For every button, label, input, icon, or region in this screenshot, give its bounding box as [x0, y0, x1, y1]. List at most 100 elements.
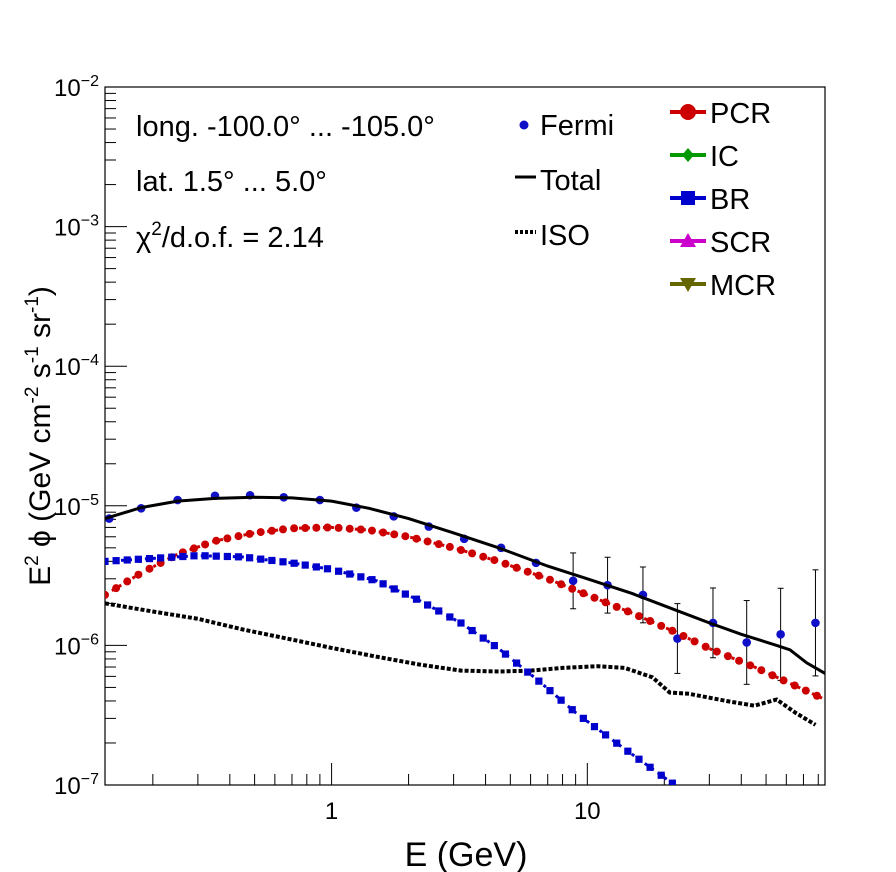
- data-point: [712, 647, 721, 656]
- series-pcr: [105, 523, 825, 701]
- data-point: [512, 659, 521, 667]
- legend-marker-scr: [680, 233, 696, 247]
- data-point: [524, 668, 532, 676]
- data-point: [424, 601, 432, 609]
- legend-label-ic: IC: [710, 141, 739, 173]
- legend-label-iso: ISO: [540, 220, 590, 252]
- data-point: [811, 618, 820, 628]
- plot-frame: [104, 86, 826, 786]
- series-br: [105, 552, 676, 785]
- data-point: [323, 565, 332, 573]
- legend-marker-mcr: [680, 278, 696, 292]
- data-point: [790, 681, 799, 690]
- data-point: [279, 558, 287, 566]
- data-point: [501, 559, 510, 568]
- data-point: [579, 589, 588, 598]
- data-point: [145, 564, 154, 573]
- legend: Fermi Total ISO PCR IC BR SCR MCR: [515, 98, 776, 302]
- data-point: [446, 613, 454, 621]
- series-fermi: [105, 490, 820, 685]
- data-point: [490, 642, 498, 650]
- data-point: [434, 540, 443, 549]
- x-tick-label: 10: [574, 798, 601, 825]
- data-point: [568, 584, 577, 593]
- series-total: [105, 495, 825, 675]
- data-point: [435, 607, 443, 615]
- data-point: [390, 530, 399, 539]
- chi2-annotation: χ2/d.o.f. = 2.14: [136, 219, 324, 254]
- data-point: [401, 532, 410, 541]
- data-point: [501, 650, 510, 658]
- data-point: [412, 595, 421, 603]
- data-point: [367, 526, 376, 535]
- data-point: [212, 536, 221, 545]
- data-point: [268, 556, 276, 565]
- data-point: [223, 552, 231, 561]
- data-point: [557, 696, 565, 704]
- data-point: [668, 779, 676, 785]
- data-point: [335, 567, 343, 575]
- series-line-br: [105, 554, 676, 785]
- data-point: [657, 771, 665, 779]
- data-point: [445, 542, 454, 551]
- data-point: [746, 661, 755, 670]
- data-point: [201, 552, 209, 560]
- data-point: [523, 567, 532, 576]
- data-point: [105, 590, 109, 599]
- y-tick-label: 10−6: [54, 631, 99, 660]
- data-point: [379, 580, 387, 588]
- data-point: [546, 687, 554, 695]
- x-axis-label: E (GeV): [405, 836, 528, 872]
- data-point: [257, 555, 265, 563]
- data-point: [557, 580, 566, 589]
- data-point: [134, 570, 143, 579]
- data-point: [568, 576, 578, 586]
- data-point: [334, 523, 343, 532]
- data-point: [535, 677, 543, 685]
- data-point: [390, 585, 398, 593]
- data-point: [635, 755, 643, 763]
- legend-marker-ic: [682, 148, 694, 162]
- data-point: [779, 676, 788, 685]
- data-point: [123, 556, 131, 564]
- data-point: [590, 593, 599, 602]
- data-point: [112, 557, 120, 565]
- y-tick-label: 10−3: [54, 213, 99, 242]
- data-point: [301, 561, 309, 569]
- data-point: [346, 570, 354, 578]
- data-point: [623, 607, 632, 616]
- data-point: [112, 584, 121, 593]
- data-point: [668, 626, 677, 635]
- data-point: [801, 686, 810, 695]
- data-point: [812, 691, 821, 700]
- data-point: [256, 528, 265, 537]
- data-point: [490, 556, 499, 565]
- data-point: [312, 523, 321, 532]
- legend-marker-pcr: [680, 104, 696, 120]
- y-tick-labels: 10−7 10−6 10−5 10−4 10−3 10−2: [54, 73, 99, 800]
- data-point: [245, 529, 254, 538]
- series-line-total: [105, 495, 825, 675]
- y-tick-label: 10−5: [54, 492, 99, 521]
- data-point: [768, 671, 777, 680]
- data-point: [134, 555, 142, 563]
- data-point: [534, 571, 543, 580]
- data-point: [776, 630, 785, 639]
- data-point: [234, 553, 243, 561]
- data-point: [479, 634, 487, 642]
- data-point: [735, 656, 744, 665]
- data-point: [190, 552, 198, 560]
- x-tick-label: 1: [325, 798, 338, 825]
- data-point: [457, 619, 465, 627]
- series-iso: [105, 601, 817, 727]
- data-point: [679, 632, 688, 641]
- data-point: [601, 731, 610, 739]
- data-point: [634, 612, 643, 621]
- series-line-iso: [105, 601, 817, 727]
- latitude-annotation: lat. 1.5° ... 5.0°: [136, 166, 327, 198]
- data-point: [723, 652, 732, 661]
- data-point: [468, 549, 477, 558]
- y-tick-label: 10−2: [54, 73, 99, 102]
- data-point: [590, 723, 599, 731]
